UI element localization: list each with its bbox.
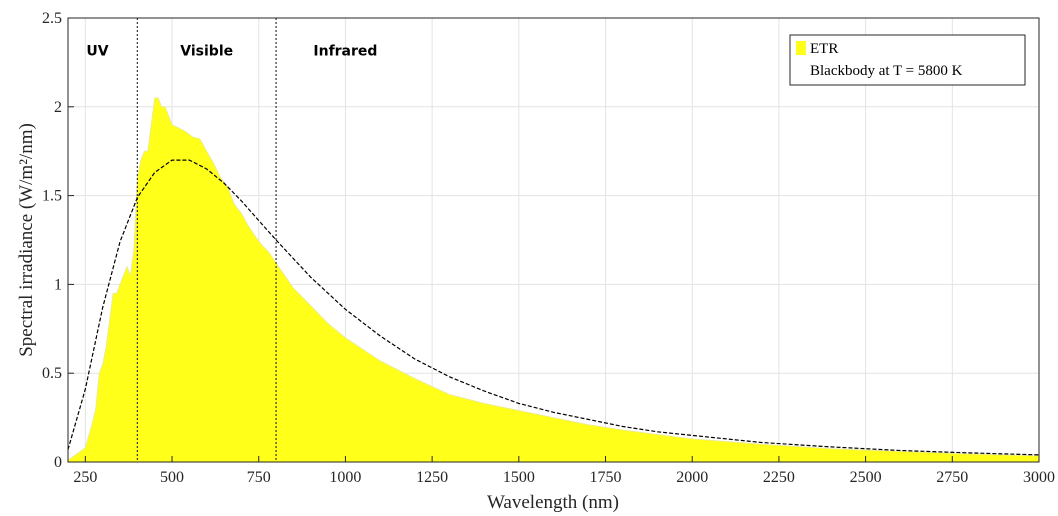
legend: ETR Blackbody at T = 5800 K bbox=[789, 34, 1026, 86]
y-tick-labels: 0 0.5 1 1.5 2 2.5 bbox=[42, 10, 74, 471]
legend-label-etr: ETR bbox=[810, 41, 838, 57]
region-label-visible: Visible bbox=[180, 43, 233, 59]
region-boundary-lines bbox=[136, 18, 277, 462]
x-tick-label-1250: 1250 bbox=[416, 469, 448, 486]
region-labels: UV Visible Infrared bbox=[86, 43, 377, 59]
legend-box bbox=[789, 34, 1026, 86]
x-tick-labels: 250 500 750 1000 1250 1500 1750 2000 2250 2500 275… bbox=[73, 456, 1055, 486]
x-tick-label-750: 750 bbox=[247, 469, 271, 486]
x-axis-label: Wavelength (nm) bbox=[487, 492, 619, 513]
y-tick-label-2.5: 2.5 bbox=[42, 10, 62, 27]
x-tick-label-2750: 2750 bbox=[936, 469, 968, 486]
region-label-uv: UV bbox=[86, 43, 108, 59]
x-tick-label-1500: 1500 bbox=[503, 469, 535, 486]
x-tick-label-500: 500 bbox=[160, 469, 184, 486]
x-tick-label-2250: 2250 bbox=[763, 469, 795, 486]
etr-area-layer bbox=[67, 97, 1040, 463]
y-tick-label-1: 1 bbox=[54, 276, 62, 293]
x-tick-label-2500: 2500 bbox=[850, 469, 882, 486]
x-tick-label-2000: 2000 bbox=[676, 469, 708, 486]
legend-label-blackbody: Blackbody at T = 5800 K bbox=[810, 63, 963, 79]
y-tick-label-1.5: 1.5 bbox=[42, 188, 62, 205]
x-tick-label-250: 250 bbox=[73, 469, 97, 486]
y-tick-label-2: 2 bbox=[54, 99, 62, 116]
y-tick-label-0: 0 bbox=[54, 454, 62, 471]
plot-frame bbox=[67, 17, 1040, 463]
x-tick-label-3000: 3000 bbox=[1023, 469, 1055, 486]
y-tick-label-0.5: 0.5 bbox=[42, 365, 62, 382]
x-tick-label-1000: 1000 bbox=[329, 469, 361, 486]
y-axis-label: Spectral irradiance (W/m²/nm) bbox=[16, 123, 37, 357]
region-label-infrared: Infrared bbox=[313, 43, 377, 59]
etr-area bbox=[67, 97, 1040, 463]
legend-swatch-etr bbox=[796, 41, 806, 55]
x-tick-label-1750: 1750 bbox=[590, 469, 622, 486]
